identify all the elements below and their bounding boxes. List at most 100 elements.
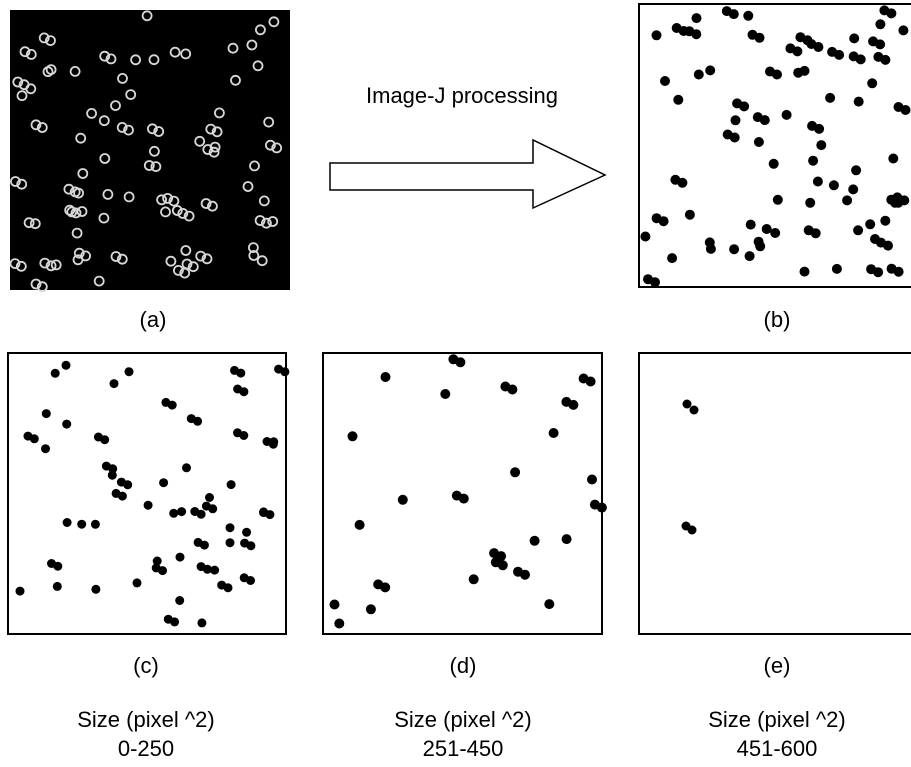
cell — [901, 105, 911, 115]
cell — [398, 495, 408, 505]
cell — [813, 177, 823, 187]
cell — [832, 264, 842, 274]
cell — [650, 277, 660, 287]
cell — [640, 232, 650, 242]
cell — [246, 541, 255, 550]
cell — [856, 54, 866, 64]
cell — [875, 39, 885, 49]
cell — [867, 78, 877, 88]
cell — [193, 417, 202, 426]
cell — [168, 401, 177, 410]
cell — [330, 600, 340, 610]
cell — [586, 377, 596, 387]
cell — [62, 420, 71, 429]
cell — [813, 42, 823, 52]
cell — [259, 508, 268, 517]
cell — [440, 389, 450, 399]
cell — [875, 19, 885, 29]
cell — [239, 387, 248, 396]
panel-frame — [639, 4, 911, 287]
cell — [834, 50, 844, 60]
size-title: Size (pixel ^2) — [708, 707, 845, 732]
cell — [53, 562, 62, 571]
cell — [755, 33, 765, 43]
cell — [177, 507, 186, 516]
cell — [269, 437, 278, 446]
cell — [886, 8, 896, 18]
cell — [110, 379, 119, 388]
cell — [660, 76, 670, 86]
cell — [226, 523, 235, 532]
cell — [746, 220, 756, 230]
cell — [169, 509, 178, 518]
cell — [182, 463, 191, 472]
cell — [743, 11, 753, 21]
cell — [782, 110, 792, 120]
size-range: 251-450 — [423, 736, 504, 761]
cell — [144, 501, 153, 510]
cell — [851, 165, 861, 175]
cell — [731, 115, 741, 125]
cell — [800, 267, 810, 277]
cell — [690, 406, 699, 415]
cell — [530, 536, 540, 546]
cell — [208, 504, 217, 513]
cell — [691, 29, 701, 39]
cell — [769, 159, 779, 169]
panel-label: (a) — [140, 307, 167, 332]
cell — [498, 560, 508, 570]
panel-label: (d) — [450, 653, 477, 678]
cell — [123, 480, 132, 489]
cell — [814, 124, 824, 134]
cell — [108, 471, 117, 480]
cell — [380, 582, 390, 592]
cell — [683, 400, 692, 409]
cell — [562, 534, 572, 544]
cell — [679, 26, 689, 36]
panel-label: (e) — [764, 653, 791, 678]
cell — [568, 400, 578, 410]
cell — [30, 434, 39, 443]
cell — [62, 361, 71, 370]
cell — [880, 55, 890, 65]
cell — [816, 140, 826, 150]
panel-frame — [323, 353, 602, 634]
cell — [898, 25, 908, 35]
cell — [496, 551, 506, 561]
cell — [200, 541, 209, 550]
cell — [459, 494, 469, 504]
cell — [91, 520, 100, 529]
cell — [510, 467, 520, 477]
cell — [694, 70, 704, 80]
cell — [91, 585, 100, 594]
cell — [158, 566, 167, 575]
cell — [755, 241, 765, 251]
cell — [673, 95, 683, 105]
cell — [246, 576, 255, 585]
cell — [792, 46, 802, 56]
cell — [829, 180, 839, 190]
cell — [224, 583, 233, 592]
cell — [41, 444, 50, 453]
cell — [667, 253, 677, 263]
panel-label: (b) — [764, 307, 791, 332]
cell — [739, 101, 749, 111]
cell — [849, 33, 859, 43]
cell — [842, 195, 852, 205]
cell — [754, 137, 764, 147]
cell — [865, 219, 875, 229]
cell — [236, 369, 245, 378]
cell — [808, 156, 818, 166]
cell — [745, 251, 755, 261]
cell — [549, 428, 559, 438]
binary-cells — [330, 354, 607, 628]
cell — [16, 587, 25, 596]
cell — [659, 216, 669, 226]
cell — [873, 267, 883, 277]
cell — [688, 526, 697, 535]
cell — [800, 66, 810, 76]
cell — [544, 599, 554, 609]
cell — [170, 617, 179, 626]
cell — [125, 367, 134, 376]
figure: Image-J processing (a) (b) (c) (d) (e) S… — [0, 0, 911, 767]
